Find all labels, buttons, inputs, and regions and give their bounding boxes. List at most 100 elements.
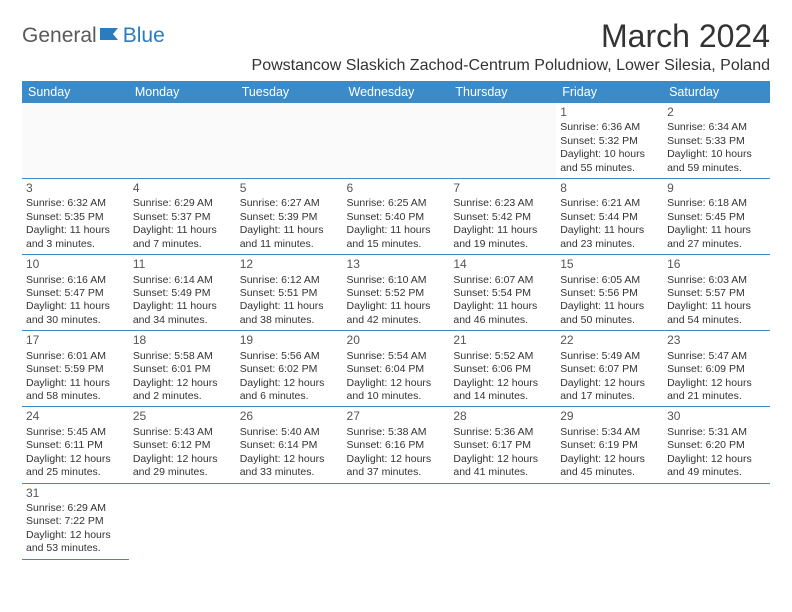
sunset-line: Sunset: 5:57 PM	[667, 287, 766, 300]
daylight-line: Daylight: 12 hours and 2 minutes.	[133, 377, 232, 404]
daylight-line: Daylight: 11 hours and 11 minutes.	[240, 224, 339, 251]
calendar-cell-blank	[343, 103, 450, 179]
calendar-cell: 30Sunrise: 5:31 AMSunset: 6:20 PMDayligh…	[663, 407, 770, 483]
day-header: Monday	[129, 81, 236, 103]
calendar-cell: 23Sunrise: 5:47 AMSunset: 6:09 PMDayligh…	[663, 331, 770, 407]
sunset-line: Sunset: 5:35 PM	[26, 211, 125, 224]
sunrise-line: Sunrise: 5:49 AM	[560, 350, 659, 363]
calendar-cell: 28Sunrise: 5:36 AMSunset: 6:17 PMDayligh…	[449, 407, 556, 483]
sunrise-line: Sunrise: 6:07 AM	[453, 274, 552, 287]
calendar-cell: 7Sunrise: 6:23 AMSunset: 5:42 PMDaylight…	[449, 179, 556, 255]
daylight-line: Daylight: 11 hours and 30 minutes.	[26, 300, 125, 327]
calendar-cell: 21Sunrise: 5:52 AMSunset: 6:06 PMDayligh…	[449, 331, 556, 407]
calendar-cell: 11Sunrise: 6:14 AMSunset: 5:49 PMDayligh…	[129, 255, 236, 331]
calendar-cell: 9Sunrise: 6:18 AMSunset: 5:45 PMDaylight…	[663, 179, 770, 255]
calendar-cell: 22Sunrise: 5:49 AMSunset: 6:07 PMDayligh…	[556, 331, 663, 407]
day-number: 28	[453, 409, 552, 424]
day-number: 5	[240, 181, 339, 196]
calendar-cell: 10Sunrise: 6:16 AMSunset: 5:47 PMDayligh…	[22, 255, 129, 331]
sunrise-line: Sunrise: 6:18 AM	[667, 197, 766, 210]
day-number: 3	[26, 181, 125, 196]
day-number: 12	[240, 257, 339, 272]
calendar-cell: 8Sunrise: 6:21 AMSunset: 5:44 PMDaylight…	[556, 179, 663, 255]
daylight-line: Daylight: 11 hours and 42 minutes.	[347, 300, 446, 327]
sunrise-line: Sunrise: 5:43 AM	[133, 426, 232, 439]
sunrise-line: Sunrise: 6:01 AM	[26, 350, 125, 363]
sunset-line: Sunset: 6:19 PM	[560, 439, 659, 452]
sunset-line: Sunset: 5:45 PM	[667, 211, 766, 224]
day-number: 14	[453, 257, 552, 272]
day-number: 1	[560, 105, 659, 120]
day-header: Sunday	[22, 81, 129, 103]
calendar-cell: 27Sunrise: 5:38 AMSunset: 6:16 PMDayligh…	[343, 407, 450, 483]
day-number: 16	[667, 257, 766, 272]
sunrise-line: Sunrise: 6:14 AM	[133, 274, 232, 287]
day-number: 8	[560, 181, 659, 196]
calendar-cell: 2Sunrise: 6:34 AMSunset: 5:33 PMDaylight…	[663, 103, 770, 179]
calendar-row: 10Sunrise: 6:16 AMSunset: 5:47 PMDayligh…	[22, 255, 770, 331]
sunset-line: Sunset: 5:52 PM	[347, 287, 446, 300]
daylight-line: Daylight: 12 hours and 49 minutes.	[667, 453, 766, 480]
daylight-line: Daylight: 12 hours and 33 minutes.	[240, 453, 339, 480]
calendar-cell: 19Sunrise: 5:56 AMSunset: 6:02 PMDayligh…	[236, 331, 343, 407]
daylight-line: Daylight: 11 hours and 7 minutes.	[133, 224, 232, 251]
calendar-cell-blank	[129, 483, 236, 559]
calendar-cell: 20Sunrise: 5:54 AMSunset: 6:04 PMDayligh…	[343, 331, 450, 407]
sunrise-line: Sunrise: 6:03 AM	[667, 274, 766, 287]
day-number: 24	[26, 409, 125, 424]
calendar-cell: 26Sunrise: 5:40 AMSunset: 6:14 PMDayligh…	[236, 407, 343, 483]
day-number: 18	[133, 333, 232, 348]
calendar-cell: 13Sunrise: 6:10 AMSunset: 5:52 PMDayligh…	[343, 255, 450, 331]
sunrise-line: Sunrise: 6:27 AM	[240, 197, 339, 210]
daylight-line: Daylight: 11 hours and 19 minutes.	[453, 224, 552, 251]
calendar-cell-blank	[556, 483, 663, 559]
day-header: Friday	[556, 81, 663, 103]
sunset-line: Sunset: 6:20 PM	[667, 439, 766, 452]
sunset-line: Sunset: 6:12 PM	[133, 439, 232, 452]
day-header-row: Sunday Monday Tuesday Wednesday Thursday…	[22, 81, 770, 103]
sunrise-line: Sunrise: 5:54 AM	[347, 350, 446, 363]
day-header: Wednesday	[343, 81, 450, 103]
calendar-row: 31Sunrise: 6:29 AMSunset: 7:22 PMDayligh…	[22, 483, 770, 559]
sunrise-line: Sunrise: 5:40 AM	[240, 426, 339, 439]
calendar-cell-blank	[449, 483, 556, 559]
sunset-line: Sunset: 5:44 PM	[560, 211, 659, 224]
sunrise-line: Sunrise: 5:31 AM	[667, 426, 766, 439]
calendar-cell-blank	[449, 103, 556, 179]
calendar-cell: 3Sunrise: 6:32 AMSunset: 5:35 PMDaylight…	[22, 179, 129, 255]
calendar-cell: 14Sunrise: 6:07 AMSunset: 5:54 PMDayligh…	[449, 255, 556, 331]
sunset-line: Sunset: 5:32 PM	[560, 135, 659, 148]
daylight-line: Daylight: 12 hours and 45 minutes.	[560, 453, 659, 480]
calendar-body: 1Sunrise: 6:36 AMSunset: 5:32 PMDaylight…	[22, 103, 770, 559]
calendar-cell: 15Sunrise: 6:05 AMSunset: 5:56 PMDayligh…	[556, 255, 663, 331]
daylight-line: Daylight: 11 hours and 15 minutes.	[347, 224, 446, 251]
day-number: 9	[667, 181, 766, 196]
day-number: 7	[453, 181, 552, 196]
calendar-row: 17Sunrise: 6:01 AMSunset: 5:59 PMDayligh…	[22, 331, 770, 407]
calendar-cell-blank	[343, 483, 450, 559]
sunset-line: Sunset: 5:39 PM	[240, 211, 339, 224]
sunset-line: Sunset: 5:37 PM	[133, 211, 232, 224]
daylight-line: Daylight: 10 hours and 55 minutes.	[560, 148, 659, 175]
sunset-line: Sunset: 7:22 PM	[26, 515, 125, 528]
sunset-line: Sunset: 5:59 PM	[26, 363, 125, 376]
calendar-row: 3Sunrise: 6:32 AMSunset: 5:35 PMDaylight…	[22, 179, 770, 255]
sunset-line: Sunset: 5:47 PM	[26, 287, 125, 300]
daylight-line: Daylight: 12 hours and 14 minutes.	[453, 377, 552, 404]
calendar-cell: 17Sunrise: 6:01 AMSunset: 5:59 PMDayligh…	[22, 331, 129, 407]
daylight-line: Daylight: 12 hours and 41 minutes.	[453, 453, 552, 480]
page-title: March 2024	[601, 18, 770, 55]
daylight-line: Daylight: 11 hours and 50 minutes.	[560, 300, 659, 327]
day-number: 21	[453, 333, 552, 348]
daylight-line: Daylight: 11 hours and 34 minutes.	[133, 300, 232, 327]
calendar-cell: 5Sunrise: 6:27 AMSunset: 5:39 PMDaylight…	[236, 179, 343, 255]
sunrise-line: Sunrise: 6:36 AM	[560, 121, 659, 134]
day-number: 31	[26, 486, 125, 501]
sunrise-line: Sunrise: 6:29 AM	[133, 197, 232, 210]
sunrise-line: Sunrise: 6:12 AM	[240, 274, 339, 287]
sunset-line: Sunset: 6:16 PM	[347, 439, 446, 452]
sunset-line: Sunset: 5:42 PM	[453, 211, 552, 224]
day-number: 26	[240, 409, 339, 424]
calendar-cell: 18Sunrise: 5:58 AMSunset: 6:01 PMDayligh…	[129, 331, 236, 407]
logo-text-general: General	[22, 24, 97, 48]
